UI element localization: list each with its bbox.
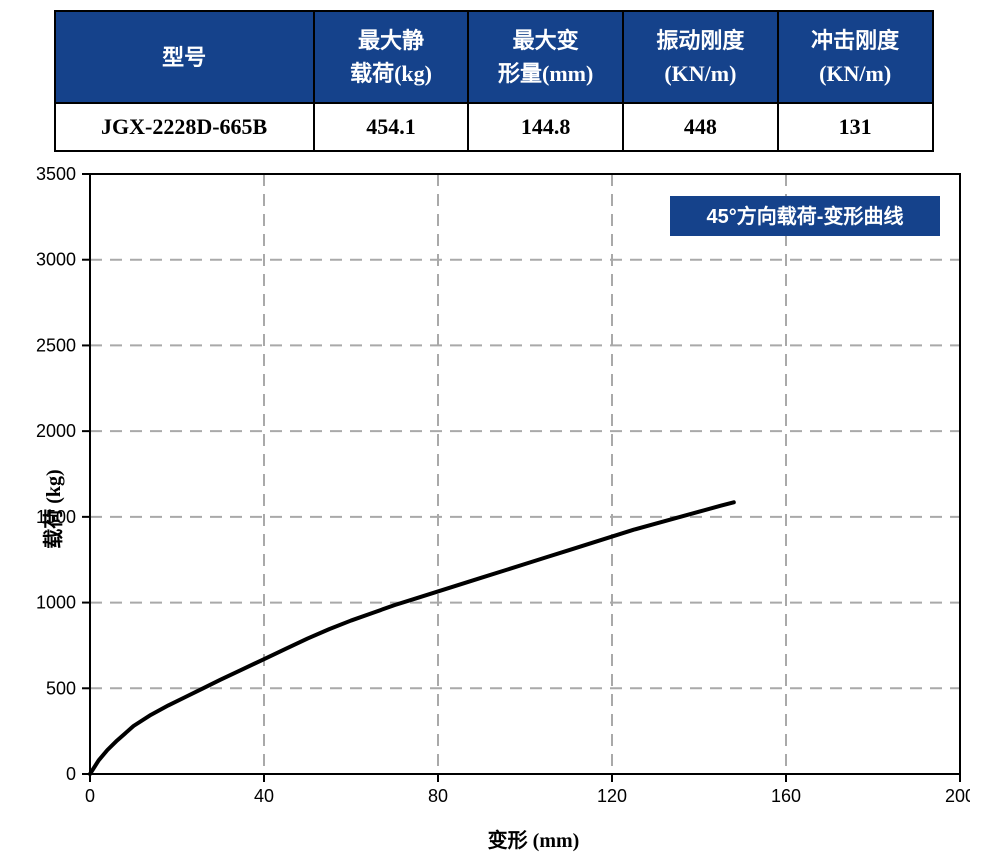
ytick-label: 0 [66, 764, 76, 784]
spec-header-row: 型号最大静载荷(kg)最大变形量(mm)振动刚度(KN/m)冲击刚度(KN/m) [55, 11, 933, 103]
spec-col-4: 冲击刚度(KN/m) [778, 11, 933, 103]
spec-col-0: 型号 [55, 11, 314, 103]
xtick-label: 40 [254, 786, 274, 806]
chart-container: 载荷 (kg) 04080120160200050010001500200025… [10, 164, 977, 853]
ytick-label: 3500 [36, 164, 76, 184]
spec-cell-4: 131 [778, 103, 933, 151]
legend-label: 45°方向载荷-变形曲线 [707, 204, 904, 228]
ytick-label: 1000 [36, 593, 76, 613]
ytick-label: 2000 [36, 421, 76, 441]
chart-xlabel: 变形 (mm) [10, 824, 977, 853]
plot-bg [90, 174, 960, 774]
legend: 45°方向载荷-变形曲线 [670, 196, 940, 236]
spec-cell-0: JGX-2228D-665B [55, 103, 314, 151]
spec-cell-3: 448 [623, 103, 778, 151]
spec-cell-2: 144.8 [468, 103, 623, 151]
ytick-label: 500 [46, 678, 76, 698]
xtick-label: 80 [428, 786, 448, 806]
ytick-label: 3000 [36, 250, 76, 270]
xtick-label: 0 [85, 786, 95, 806]
spec-col-2: 最大变形量(mm) [468, 11, 623, 103]
load-deflection-chart: 0408012016020005001000150020002500300035… [10, 164, 970, 820]
spec-col-3: 振动刚度(KN/m) [623, 11, 778, 103]
ytick-label: 2500 [36, 335, 76, 355]
chart-ylabel: 载荷 (kg) [37, 469, 66, 548]
spec-data-row: JGX-2228D-665B454.1144.8448131 [55, 103, 933, 151]
spec-table: 型号最大静载荷(kg)最大变形量(mm)振动刚度(KN/m)冲击刚度(KN/m)… [54, 10, 934, 152]
xtick-label: 120 [597, 786, 627, 806]
xtick-label: 160 [771, 786, 801, 806]
spec-cell-1: 454.1 [314, 103, 469, 151]
xtick-label: 200 [945, 786, 970, 806]
spec-col-1: 最大静载荷(kg) [314, 11, 469, 103]
